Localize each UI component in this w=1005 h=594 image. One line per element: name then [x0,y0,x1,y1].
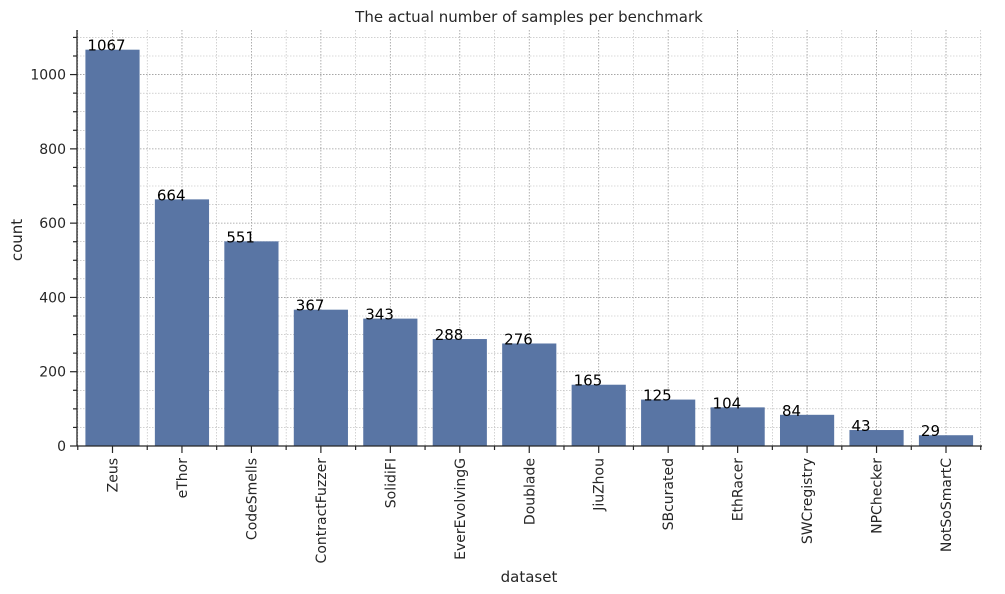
x-tick-label: Doublade [522,458,538,525]
bar-SolidiFI [363,318,418,446]
bar-eThor [154,199,210,446]
axes: 0 200 400 600 800 1000 Zeus eThor CodeSmells Cont… [30,30,982,563]
x-tick-label: CodeSmells [244,458,260,540]
bar-SWCregistry [779,414,835,446]
data-label: 1067 [87,37,125,55]
x-tick-label: NPChecker [870,458,886,534]
y-tick-label: 0 [57,439,66,455]
data-label: 343 [365,306,394,324]
data-label: 551 [226,228,255,246]
bar-Doublade [502,343,557,446]
data-label: 288 [435,326,464,344]
data-label: 104 [713,394,742,412]
y-tick-label: 800 [39,142,66,158]
data-label: 664 [157,186,186,204]
x-tick-label: SBcurated [661,458,677,530]
data-label: 276 [504,330,533,348]
chart-title: The actual number of samples per benchma… [354,8,703,26]
data-label: 125 [643,387,672,405]
bar-CodeSmells [224,241,279,446]
data-label: 43 [851,417,870,435]
bar-JiuZhou [571,384,626,446]
x-tick-label: Zeus [106,458,122,492]
bar-EthRacer [710,407,765,446]
y-tick-label: 1000 [30,68,66,84]
bar-NotSoSmartC [918,435,974,446]
bar-ContractFuzzer [293,309,348,446]
data-labels: 1067 664 551 367 343 288 276 165 125 104 84 43 29 [87,37,940,441]
data-label: 29 [921,422,940,440]
x-tick-label: SolidiFI [383,458,399,508]
bar-EverEvolvingG [432,339,487,446]
bar-NPChecker [849,430,904,446]
x-tick-label: EverEvolvingG [453,458,469,560]
x-tick-label: eThor [175,458,191,499]
bar-Zeus [85,49,140,446]
x-tick-label: EthRacer [731,458,747,522]
x-tick-label: JiuZhou [592,458,608,512]
grid [77,30,982,447]
data-label: 367 [296,297,325,315]
x-axis-title: dataset [501,568,558,586]
y-tick-label: 600 [39,216,66,232]
x-tick-label: ContractFuzzer [314,458,330,564]
y-tick-label: 400 [39,290,66,306]
x-tick-label: SWCregistry [800,458,816,544]
x-tick-label: NotSoSmartC [939,458,955,552]
y-tick-label: 200 [39,365,66,381]
y-axis-title: count [8,219,26,261]
data-label: 84 [782,402,801,420]
bars [85,49,974,446]
bar-SBcurated [641,399,696,446]
data-label: 165 [574,372,603,390]
